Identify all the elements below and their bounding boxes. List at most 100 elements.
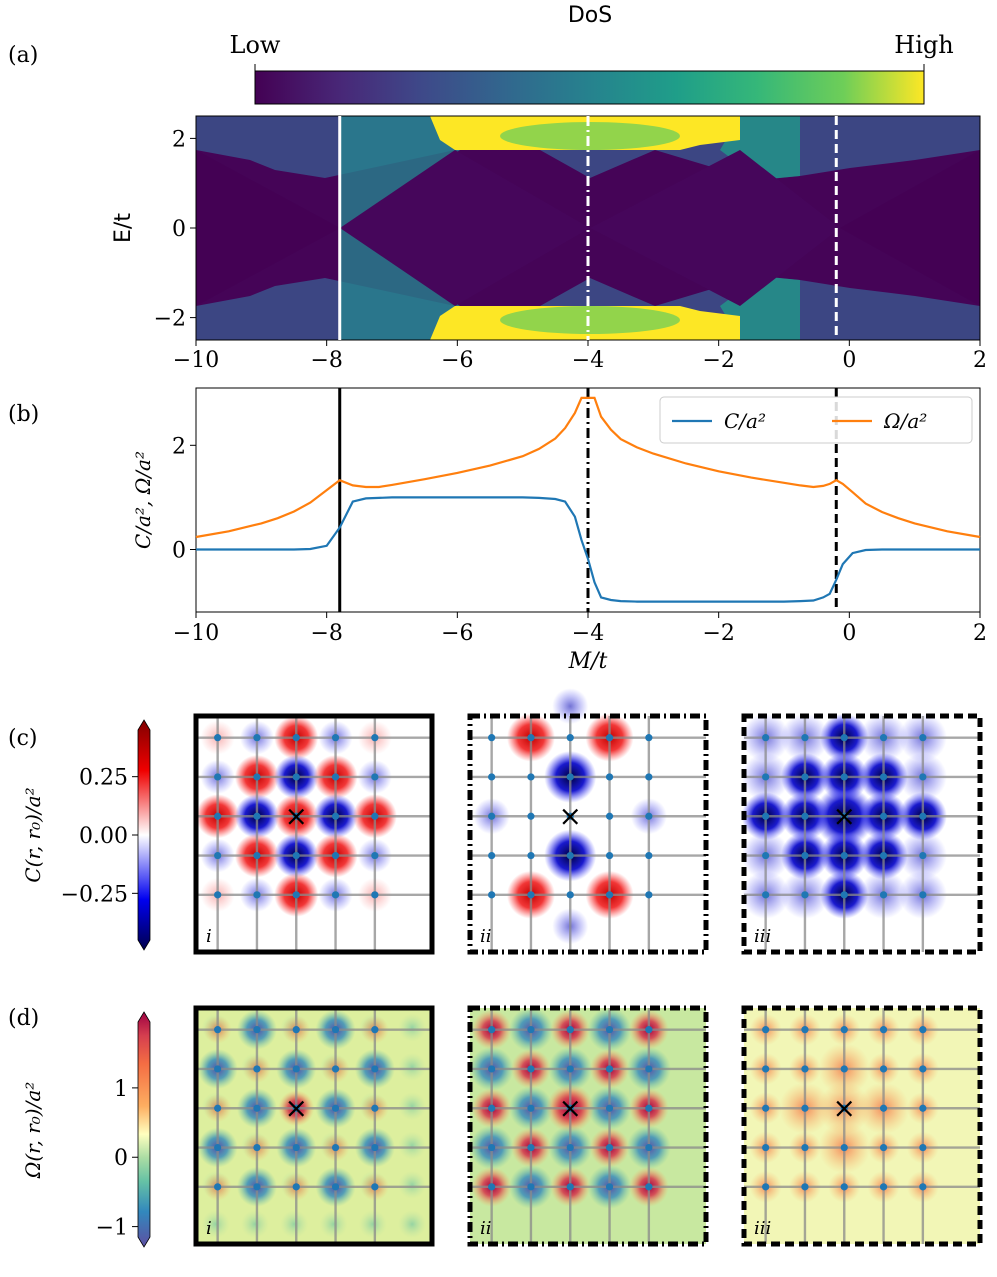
d-ticks-label: −1 <box>96 1216 128 1241</box>
map-bg <box>470 1008 706 1244</box>
c-colorbar-bar <box>137 719 151 951</box>
lattice-site <box>331 1026 340 1034</box>
d-map-i: ×i <box>193 1005 435 1247</box>
lattice-site <box>919 812 927 820</box>
dos-ripple-bottom <box>500 306 680 334</box>
lattice-site <box>919 851 927 860</box>
sublabel-1: i <box>206 926 212 947</box>
lattice-site <box>762 851 770 860</box>
dos-colorbar-low-label: Low <box>230 31 281 59</box>
lattice-site <box>645 1104 653 1112</box>
panel-b-series <box>195 396 981 603</box>
panel-d-colorbar-ticks: 1 0 −1 <box>96 1077 138 1241</box>
lattice-site <box>253 812 261 820</box>
lattice-site <box>253 773 261 781</box>
c-ticks-label: 0.25 <box>79 766 128 791</box>
map-bg <box>470 716 706 952</box>
dos-colorbar-bar <box>254 70 925 105</box>
panel-c-colorbar <box>137 719 151 951</box>
lattice-site <box>762 1026 770 1034</box>
map-frame <box>467 713 709 955</box>
lattice-site <box>214 1065 222 1073</box>
map-bg <box>196 716 432 952</box>
lattice-site <box>292 773 300 781</box>
lattice-site <box>645 891 653 899</box>
lattice-site <box>605 1183 614 1191</box>
lattice-site <box>331 1104 340 1112</box>
lattice-site <box>527 812 535 820</box>
legend-label-c: C/a² <box>724 409 766 433</box>
d-lobe <box>201 1210 230 1239</box>
lattice-site <box>331 851 340 860</box>
lattice-site <box>292 851 300 860</box>
c-map-iii: × iii <box>741 713 983 955</box>
dos-diamond-right <box>590 150 840 306</box>
lattice-site <box>919 1104 927 1112</box>
b-xtick-label: −4 <box>572 621 604 646</box>
lattice-site <box>919 1065 927 1073</box>
lattice-site <box>331 1183 340 1191</box>
lattice-site <box>488 1143 496 1152</box>
a-xtick-label: 0 <box>842 348 856 373</box>
lattice-site <box>566 773 574 781</box>
panel-a-ylabel: E/t <box>111 213 136 243</box>
lattice-site <box>292 891 300 899</box>
lattice-site <box>879 812 888 820</box>
r0-marker: × <box>285 1091 308 1124</box>
series-line-1 <box>195 396 981 539</box>
lattice-site <box>488 812 496 820</box>
d-lobe <box>398 1210 427 1239</box>
lattice-site <box>566 1143 574 1152</box>
lattice-site <box>214 1104 222 1112</box>
c-ticks-label: 0.00 <box>79 824 128 849</box>
map-bg <box>196 1008 432 1244</box>
r0-marker: × <box>559 1091 582 1124</box>
a-xtick-label: −8 <box>310 348 342 373</box>
lattice-site <box>879 1143 888 1152</box>
map-frame <box>741 713 983 955</box>
lattice-site <box>292 1065 300 1073</box>
lattice-site <box>527 773 535 781</box>
b-xtick-label: −6 <box>441 621 473 646</box>
lattice-site <box>488 773 496 781</box>
lattice-site <box>645 812 653 820</box>
dos-gap-left <box>196 150 340 306</box>
dos-colorbar-title: DoS <box>568 3 612 28</box>
legend-label-omega: Ω/a² <box>883 409 927 433</box>
lattice-site <box>801 812 809 820</box>
lattice-site <box>605 891 614 899</box>
lattice-site <box>879 1104 888 1112</box>
lattice-site <box>371 1183 379 1191</box>
b-ytick-label: 2 <box>172 434 186 459</box>
map-frame <box>193 713 435 955</box>
lattice-site <box>762 891 770 899</box>
a-xtick-label: −4 <box>572 348 604 373</box>
lattice-site <box>801 891 809 899</box>
r0-marker: × <box>833 1091 856 1124</box>
lattice-site <box>879 1065 888 1073</box>
lattice-site <box>919 1026 927 1034</box>
lattice-site <box>331 773 340 781</box>
lattice-site <box>645 1026 653 1034</box>
a-ytick-label: 0 <box>172 217 186 242</box>
lattice-site <box>488 1104 496 1112</box>
lattice-site <box>762 1104 770 1112</box>
lattice-site <box>919 1183 927 1191</box>
lattice-site <box>919 773 927 781</box>
lattice-site <box>566 1183 574 1191</box>
lattice-site <box>527 1026 535 1034</box>
map-frame <box>467 1005 709 1247</box>
dos-wing-left-upper <box>340 116 460 228</box>
sublabel-3: iii <box>754 926 771 947</box>
sublabel-1: i <box>206 1218 212 1239</box>
b-ytick-label: 0 <box>172 538 186 563</box>
lattice-site <box>879 851 888 860</box>
dos-diamond-left <box>340 150 590 306</box>
lattice-site <box>253 734 261 742</box>
lattice-site <box>645 773 653 781</box>
lattice-site <box>527 1104 535 1112</box>
lattice-site <box>527 891 535 899</box>
lattice-site <box>253 1183 261 1191</box>
lattice-site <box>331 734 340 742</box>
